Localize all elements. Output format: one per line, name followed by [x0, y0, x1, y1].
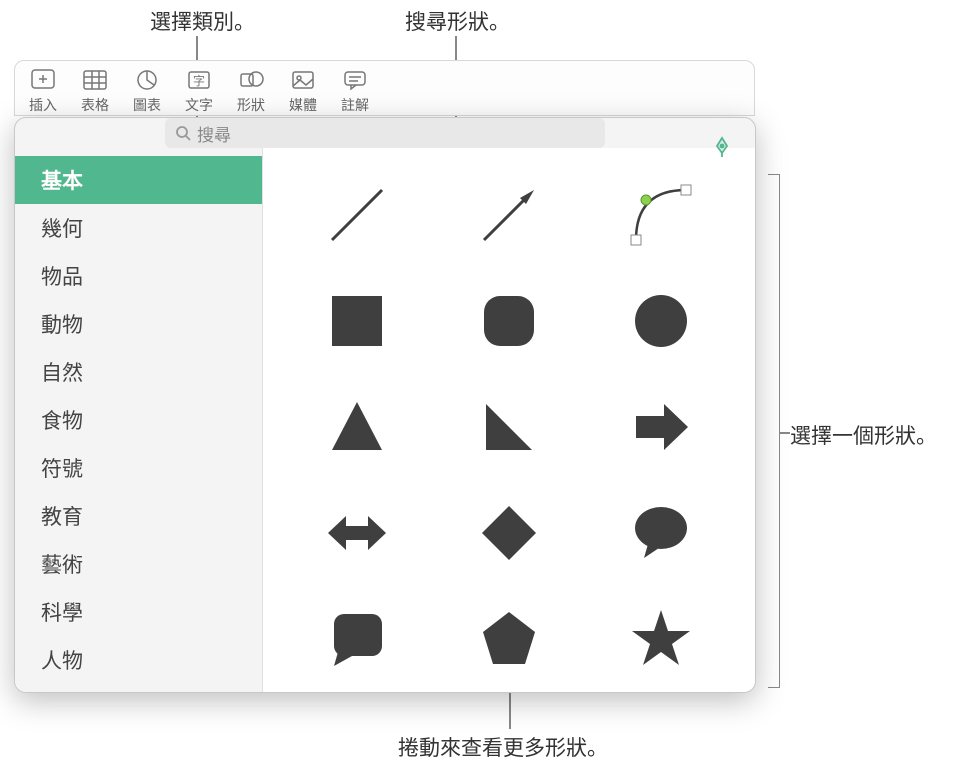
toolbar-label: 形狀 — [237, 95, 265, 115]
shape-arrow-line[interactable] — [433, 162, 585, 268]
shape-speech-bubble[interactable] — [585, 480, 737, 586]
sidebar-item-education[interactable]: 教育 — [15, 492, 262, 540]
sidebar-item-food[interactable]: 食物 — [15, 396, 262, 444]
toolbar-label: 媒體 — [289, 95, 317, 115]
shape-star[interactable] — [585, 586, 737, 692]
callout-line — [780, 432, 790, 434]
shape-right-triangle[interactable] — [433, 374, 585, 480]
media-icon — [289, 67, 317, 93]
sidebar-item-basic[interactable]: 基本 — [15, 156, 262, 204]
shape-curve[interactable] — [585, 162, 737, 268]
callout-select-shape: 選擇一個形狀。 — [790, 420, 937, 450]
shape-callout-rect[interactable] — [281, 586, 433, 692]
text-icon: 字 — [185, 67, 213, 93]
toolbar-text[interactable]: 字 文字 — [185, 67, 213, 115]
sidebar-item-places[interactable]: 地點 — [15, 684, 262, 693]
shape-line[interactable] — [281, 162, 433, 268]
shape-triangle[interactable] — [281, 374, 433, 480]
toolbar-label: 註解 — [341, 95, 369, 115]
shapes-grid — [263, 148, 755, 693]
pen-tool-icon[interactable] — [711, 136, 733, 163]
toolbar-media[interactable]: 媒體 — [289, 67, 317, 115]
shape-square[interactable] — [281, 268, 433, 374]
search-input[interactable]: 搜尋 — [165, 118, 605, 148]
shape-diamond[interactable] — [433, 480, 585, 586]
sidebar-item-objects[interactable]: 物品 — [15, 252, 262, 300]
callout-scroll-more: 捲動來查看更多形狀。 — [398, 732, 608, 762]
toolbar-label: 插入 — [29, 95, 57, 115]
toolbar-label: 表格 — [81, 95, 109, 115]
bracket — [768, 174, 780, 688]
table-icon — [81, 67, 109, 93]
shape-arrow-right[interactable] — [585, 374, 737, 480]
sidebar-item-animals[interactable]: 動物 — [15, 300, 262, 348]
toolbar-label: 文字 — [185, 95, 213, 115]
shape-rounded-square[interactable] — [433, 268, 585, 374]
toolbar-label: 圖表 — [133, 95, 161, 115]
toolbar: 插入 表格 圖表 字 文字 形狀 媒體 註解 — [14, 60, 755, 116]
popover-body: 基本 幾何 物品 動物 自然 食物 符號 教育 藝術 科學 人物 地點 活動 — [15, 148, 755, 693]
sidebar-item-people[interactable]: 人物 — [15, 636, 262, 684]
sidebar-item-geometry[interactable]: 幾何 — [15, 204, 262, 252]
shape-pentagon[interactable] — [433, 586, 585, 692]
sidebar-item-science[interactable]: 科學 — [15, 588, 262, 636]
toolbar-table[interactable]: 表格 — [81, 67, 109, 115]
chart-icon — [133, 67, 161, 93]
sidebar-item-symbols[interactable]: 符號 — [15, 444, 262, 492]
toolbar-insert[interactable]: 插入 — [29, 67, 57, 115]
callout-select-category: 選擇類別。 — [150, 6, 255, 36]
svg-text:字: 字 — [193, 73, 205, 88]
shape-icon — [237, 67, 265, 93]
shape-circle[interactable] — [585, 268, 737, 374]
toolbar-shape[interactable]: 形狀 — [237, 67, 265, 115]
category-sidebar: 基本 幾何 物品 動物 自然 食物 符號 教育 藝術 科學 人物 地點 活動 — [15, 148, 263, 693]
callout-search-shapes: 搜尋形狀。 — [405, 6, 510, 36]
shapes-popover: 搜尋 基本 幾何 物品 動物 自然 食物 符號 教育 藝術 科學 人物 地點 活… — [14, 117, 756, 693]
search-placeholder: 搜尋 — [197, 121, 231, 146]
comment-icon — [341, 67, 369, 93]
sidebar-item-art[interactable]: 藝術 — [15, 540, 262, 588]
shape-double-arrow[interactable] — [281, 480, 433, 586]
toolbar-comment[interactable]: 註解 — [341, 67, 369, 115]
search-icon — [175, 125, 191, 141]
insert-icon — [29, 67, 57, 93]
toolbar-chart[interactable]: 圖表 — [133, 67, 161, 115]
popover-header: 搜尋 — [15, 118, 755, 148]
sidebar-item-nature[interactable]: 自然 — [15, 348, 262, 396]
